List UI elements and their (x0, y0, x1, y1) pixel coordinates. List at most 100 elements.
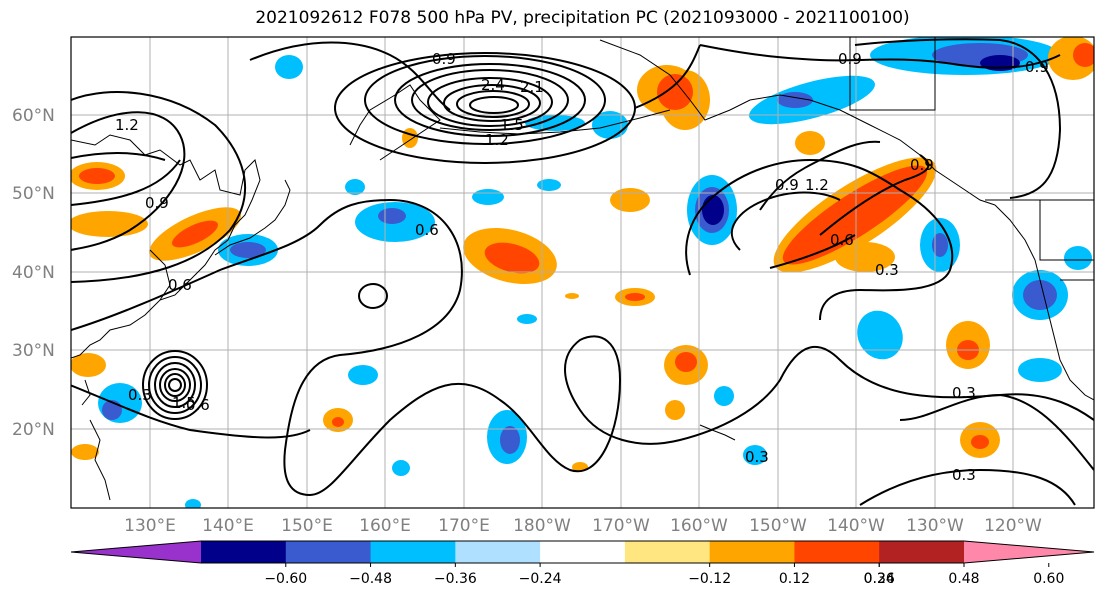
precip-blob (71, 444, 99, 460)
colorbar-swatch (370, 541, 456, 563)
lon-label: 150°E (281, 516, 333, 536)
precip-blob (702, 195, 724, 225)
precip-blob (172, 220, 218, 248)
contour-label: 0.3 (952, 384, 976, 402)
pv-contour (899, 393, 1094, 471)
contour-label: 2.1 (520, 78, 544, 96)
contour-label: 1.2 (805, 176, 829, 194)
precip-blob (971, 435, 989, 449)
precip-blob (345, 179, 365, 195)
colorbar-swatch (201, 541, 287, 563)
pv-contours (71, 38, 1094, 506)
pv-contour (71, 198, 1094, 497)
lat-label: 60°N (12, 106, 55, 126)
pv-contour (364, 55, 606, 145)
colorbar-outline (70, 540, 1095, 564)
lat-label: 40°N (12, 263, 55, 283)
pv-contour (71, 151, 166, 161)
precip-blob (275, 55, 303, 79)
aleutians (439, 109, 671, 135)
precip-blob (782, 165, 928, 265)
contour-label: 0.6 (830, 231, 854, 249)
precip-blob (517, 314, 537, 324)
coastlines (71, 37, 1094, 501)
pv-contour (699, 44, 1061, 69)
contour-label: 0.6 (168, 276, 192, 294)
pv-contour (148, 356, 202, 414)
hawaii (699, 424, 736, 441)
precip-blob (714, 386, 734, 406)
precip-blob (378, 208, 406, 224)
alaska-coast (599, 39, 996, 206)
pv-contour (759, 140, 881, 211)
precip-blob (1073, 43, 1094, 67)
pv-contour (159, 368, 191, 402)
precip-blob (1023, 280, 1057, 310)
lon-label: 180°W (513, 516, 571, 536)
lon-label: 170°W (592, 516, 650, 536)
precip-blob (500, 426, 520, 454)
pv-contour (71, 111, 186, 251)
longitude-labels: 130°E 140°E 150°E 160°E 170°E 180°W 170°… (124, 516, 1042, 536)
taiwan (81, 379, 91, 406)
precip-blob (565, 293, 579, 299)
precip-blob (675, 352, 697, 372)
contour-label: 0.9 (838, 50, 862, 68)
precip-blob (795, 131, 825, 155)
pv-contour (730, 191, 841, 251)
contour-label: 1.2 (485, 131, 509, 149)
contour-labels: 0.9 2.4 2.1 1.2 1.5 0.9 1.2 0.9 0.6 0.9 … (115, 50, 1049, 484)
pv-contour (456, 90, 530, 118)
contour-label: 1.5 (500, 116, 524, 134)
pv-contour (168, 378, 182, 392)
pv-contour (819, 154, 930, 236)
colorbar-tick-label: −0.36 (434, 571, 477, 587)
precip-blob (857, 310, 903, 360)
colorbar-tick-label: −0.24 (519, 571, 562, 587)
pv-contour (859, 468, 1076, 506)
precip-blob (402, 128, 418, 148)
contour-label: 0.9 (910, 156, 934, 174)
colorbar-swatch (794, 541, 880, 563)
gridlines (71, 37, 1094, 508)
precip-blob (537, 179, 561, 191)
contour-label: 0.9 (145, 194, 169, 212)
contour-label: 0.3 (128, 386, 152, 404)
pv-contour (249, 41, 451, 111)
colorbar-swatch (455, 541, 541, 563)
pv-contour (358, 283, 388, 309)
colorbar-tick-label: −0.12 (688, 571, 731, 587)
pv-contour (71, 384, 311, 439)
precip-blob (392, 460, 410, 476)
contour-label: 0.3 (745, 448, 769, 466)
colorbar-extend-max (964, 541, 1094, 563)
pv-contour (394, 63, 586, 137)
colorbar-swatch (624, 541, 711, 563)
colorbar-tick-label: 0.60 (1033, 571, 1064, 587)
precip-blob (71, 211, 148, 237)
lon-label: 140°E (202, 516, 254, 536)
lon-label: 160°W (670, 516, 728, 536)
colorbar-labels: −0.60 −0.48 −0.36 −0.24 −0.12 0.12 0.240.36 0.4… (264, 571, 1064, 587)
map-frame (70, 36, 1095, 509)
precip-blob (743, 445, 767, 465)
pv-contour (769, 234, 856, 269)
colorbar-swatch (879, 541, 965, 563)
precip-blob (71, 353, 106, 377)
precip-blob (348, 365, 378, 385)
pv-contour (411, 69, 569, 131)
precip-blob (1018, 358, 1062, 382)
contour-label: 0.6 (415, 221, 439, 239)
lon-label: 140°W (827, 516, 885, 536)
colorbar-tick-label: −0.60 (264, 571, 307, 587)
pv-contour (154, 362, 196, 408)
map-title: 2021092612 F078 500 hPa PV, precipitatio… (255, 8, 910, 28)
lon-label: 170°E (438, 516, 490, 536)
lon-label: 160°E (359, 516, 411, 536)
colorbar-tick-label: 0.48 (948, 571, 979, 587)
pv-contour (164, 373, 186, 397)
lon-label: 130°E (124, 516, 176, 536)
colorbar-tick-label: 0.24 (864, 571, 895, 587)
precip-blob (665, 400, 685, 420)
